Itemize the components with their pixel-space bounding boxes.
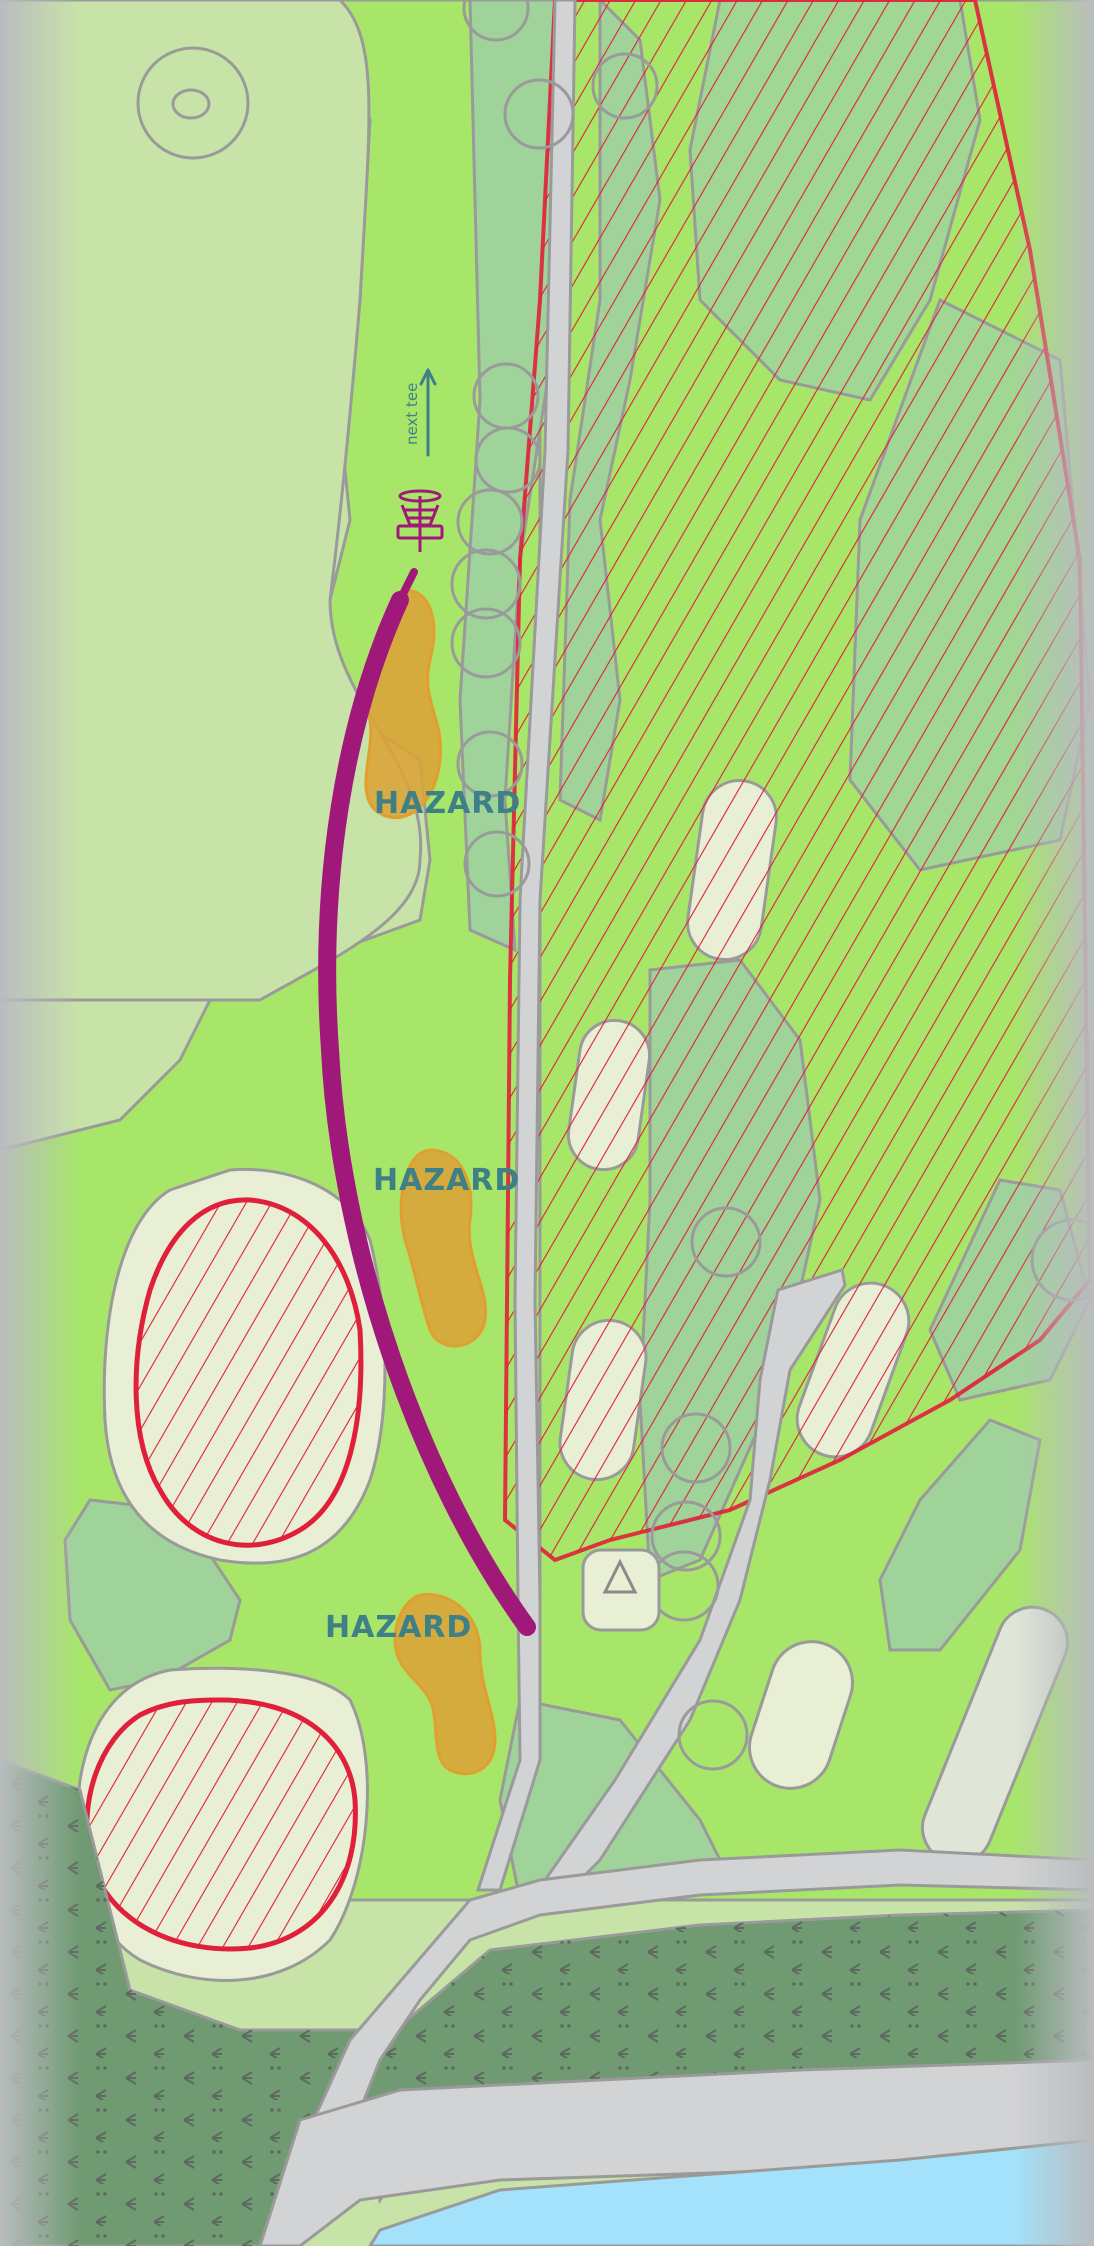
- edge-fade-right: [1014, 0, 1094, 2246]
- forest-area: [0, 1760, 360, 2246]
- out-of-bounds-area: [84, 1697, 358, 1952]
- light-island: [747, 1640, 855, 1790]
- walking-path: [542, 1268, 847, 1892]
- hazard-label: HAZARD: [374, 786, 521, 821]
- out-of-bounds-area: [133, 1197, 364, 1548]
- forest-area: [360, 1910, 1094, 2200]
- hazard-zone: [399, 1148, 488, 1348]
- tee-pad: [581, 1548, 661, 1632]
- flight-path-line: [396, 568, 418, 604]
- tee-triangle-icon: [602, 1558, 638, 1594]
- next-tee-indicator: next tee: [403, 368, 437, 457]
- next-tee-label: next tee: [403, 383, 421, 445]
- edge-fade-left: [0, 0, 80, 2246]
- hazard-zone: [393, 1592, 497, 1776]
- hazard-label: HAZARD: [325, 1610, 472, 1645]
- basket-icon: [396, 489, 444, 552]
- rough-strip: [0, 0, 423, 1002]
- tree-circles: [136, 0, 1094, 1836]
- flight-path-line: [318, 591, 536, 1636]
- arrow-up-icon: [419, 368, 437, 457]
- hazard-label: HAZARD: [373, 1163, 520, 1198]
- water: [368, 2138, 1094, 2246]
